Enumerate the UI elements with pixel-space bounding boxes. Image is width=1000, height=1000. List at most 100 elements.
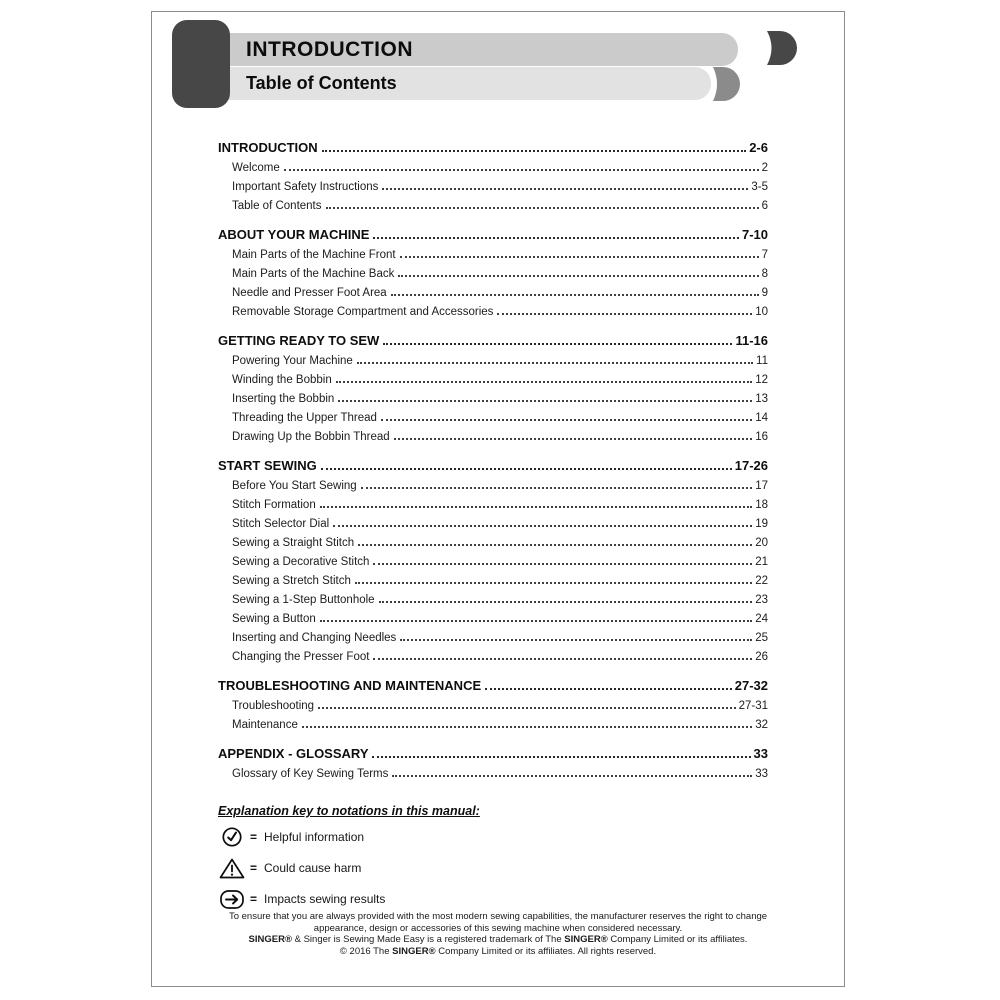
dot-leader [392,775,753,777]
dot-leader [358,544,753,546]
toc-entry: Powering Your Machine 11 [218,348,768,367]
toc-entry-page: 9 [761,287,768,299]
toc-entry-label: TROUBLESHOOTING AND MAINTENANCE [218,678,482,693]
toc-entry-page: 3-5 [751,181,768,193]
toc-entry-label: INTRODUCTION [218,140,318,155]
explanation-key: Explanation key to notations in this man… [218,804,480,911]
toc-entry: Troubleshooting 27-31 [218,693,768,712]
dot-leader [319,506,753,508]
toc-section: START SEWING 17-26 Before You Start Sewing… [218,452,768,663]
toc-entry: Main Parts of the Machine Front 7 [218,242,768,261]
toc-entry-page: 6 [761,200,768,212]
toc-section: TROUBLESHOOTING AND MAINTENANCE 27-32 Trou… [218,672,768,731]
key-label: Impacts sewing results [264,892,386,906]
toc-entry-label: Sewing a Decorative Stitch [232,556,370,568]
toc-entry: Stitch Selector Dial 19 [218,511,768,530]
toc-entry-page: 14 [755,412,768,424]
toc-entry-label: Drawing Up the Bobbin Thread [232,431,390,443]
toc-entry-label: Winding the Bobbin [232,374,332,386]
key-row-harm: = Could cause harm [218,856,480,880]
toc: INTRODUCTION 2-6 Welcome 2 Important Safety … [218,134,768,780]
toc-entry-page: 17 [755,480,768,492]
dot-leader [378,601,753,603]
toc-entry: Maintenance 32 [218,712,768,731]
footer-line: © 2016 The SINGER® Company Limited or it… [339,945,657,957]
toc-entry-page: 2 [761,162,768,174]
toc-entry-label: Stitch Formation [232,499,316,511]
toc-entry-label: Powering Your Machine [232,355,353,367]
dot-leader [320,468,732,470]
header-title-bar: INTRODUCTION [195,33,738,66]
page-title: INTRODUCTION [246,38,413,61]
toc-entry-label: Main Parts of the Machine Front [232,249,396,261]
toc-entry-page: 11 [756,355,768,367]
dot-leader [373,658,753,660]
dot-leader [380,419,753,421]
dot-leader [354,582,753,584]
dot-leader [383,343,733,345]
toc-entry-label: APPENDIX - GLOSSARY [218,746,369,761]
dot-leader [321,150,747,152]
toc-entry-label: Inserting and Changing Needles [232,632,397,644]
toc-section-heading: APPENDIX - GLOSSARY 33 [218,740,768,761]
toc-section: ABOUT YOUR MACHINE 7-10 Main Parts of the … [218,221,768,318]
dot-leader [372,756,751,758]
toc-entry-page: 25 [755,632,768,644]
dot-leader [400,639,753,641]
toc-entry-page: 7-10 [741,227,768,242]
toc-entry-label: Maintenance [232,719,298,731]
dot-leader [485,688,732,690]
toc-entry-label: Main Parts of the Machine Back [232,268,395,280]
manual-page: INTRODUCTION Table of Contents INTRODUCT… [151,11,845,987]
key-equals: = [250,861,258,875]
toc-entry: Important Safety Instructions 3-5 [218,174,768,193]
footer: To ensure that you are always provided w… [172,911,824,957]
toc-entry-page: 12 [755,374,768,386]
dot-leader [283,169,759,171]
toc-entry-page: 26 [755,651,768,663]
key-row-helpful: = Helpful information [218,825,480,849]
toc-entry-label: Important Safety Instructions [232,181,379,193]
toc-entry-page: 23 [755,594,768,606]
toc-entry-label: Sewing a Stretch Stitch [232,575,351,587]
toc-entry: Sewing a Stretch Stitch 22 [218,568,768,587]
toc-entry-label: Sewing a 1-Step Buttonhole [232,594,375,606]
toc-entry: Welcome 2 [218,155,768,174]
toc-entry: Sewing a Button 24 [218,606,768,625]
toc-entry: Before You Start Sewing 17 [218,473,768,492]
toc-entry-label: Welcome [232,162,280,174]
header-dark-tab-shape [767,31,797,65]
footer-line: To ensure that you are always provided w… [228,911,768,922]
header-gray-tab-shape [713,67,740,101]
toc-entry: Stitch Formation 18 [218,492,768,511]
key-label: Could cause harm [264,861,362,875]
toc-entry: Threading the Upper Thread 14 [218,405,768,424]
toc-entry: Main Parts of the Machine Back 8 [218,261,768,280]
toc-entry-label: Sewing a Straight Stitch [232,537,355,549]
dot-leader [338,400,753,402]
toc-entry: Inserting the Bobbin 13 [218,386,768,405]
toc-entry-label: Threading the Upper Thread [232,412,377,424]
toc-entry-page: 2-6 [749,140,768,155]
toc-entry: Sewing a 1-Step Buttonhole 23 [218,587,768,606]
key-equals: = [250,830,258,844]
toc-entry: Needle and Presser Foot Area 9 [218,280,768,299]
dot-leader [333,525,753,527]
toc-entry: Table of Contents 6 [218,193,768,212]
toc-entry-label: GETTING READY TO SEW [218,333,380,348]
key-equals: = [250,892,258,906]
dot-leader [393,438,753,440]
toc-entry-page: 8 [761,268,768,280]
key-label: Helpful information [264,830,365,844]
toc-entry: Inserting and Changing Needles 25 [218,625,768,644]
toc-section-heading: ABOUT YOUR MACHINE 7-10 [218,221,768,242]
toc-entry-page: 27-32 [734,678,768,693]
toc-entry-label: Table of Contents [232,200,322,212]
toc-entry-label: ABOUT YOUR MACHINE [218,227,370,242]
toc-entry-label: Troubleshooting [232,700,315,712]
header-subtitle-bar: Table of Contents [195,67,711,100]
dot-leader [356,362,754,364]
toc-entry: Winding the Bobbin 12 [218,367,768,386]
footer-line: appearance, design or accessories of thi… [313,922,683,934]
toc-section-heading: INTRODUCTION 2-6 [218,134,768,155]
